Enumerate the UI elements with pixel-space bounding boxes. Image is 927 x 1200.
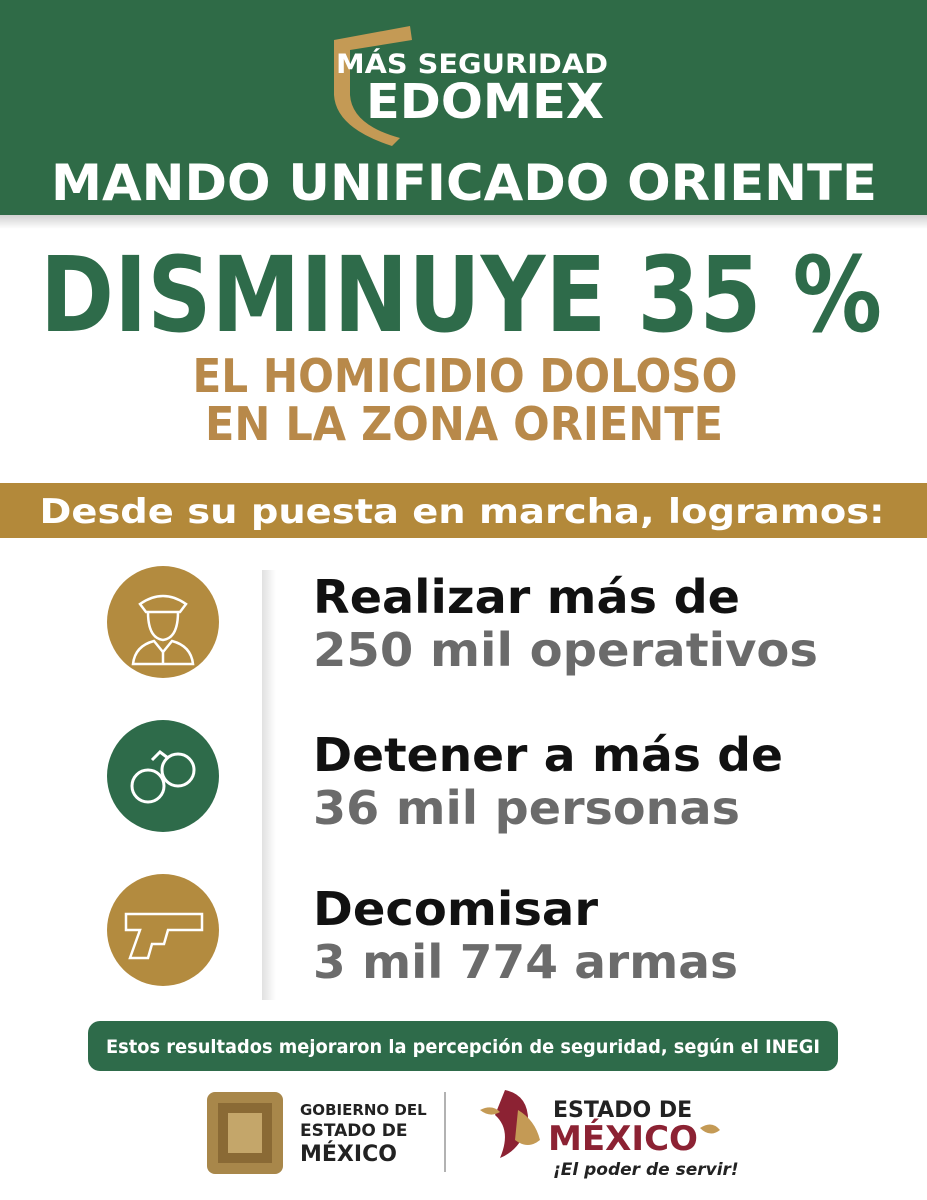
gov-text: GOBIERNO DEL [300,1101,427,1119]
headline: DISMINUYE 35 % [40,234,882,356]
shield [334,26,412,146]
gun-icon [124,912,204,960]
header-bg [0,0,927,215]
note-bg [88,1021,838,1071]
icon-circle [107,566,219,678]
coat-of-arms [207,1092,283,1174]
gov-text: MÉXICO [300,1141,397,1167]
brand-text: ESTADO DE [553,1098,692,1123]
achievement-result: 250 mil operativos [313,623,818,677]
banner-bg [0,483,927,538]
slogan: ¡El poder de servir! [553,1160,739,1180]
achievement-action: Realizar más de [313,570,740,624]
hummingbird-logo [480,1090,720,1158]
handcuffs-icon [130,750,196,804]
brand-text: MÉXICO [548,1118,698,1159]
achievement-action: Detener a más de [313,728,783,782]
achievement-action: Decomisar [313,882,598,936]
divider-shadow [262,570,276,1000]
note-text: Estos resultados mejoraron la percepción… [106,1036,820,1058]
subheadline: EL HOMICIDIO DOLOSO [193,349,738,403]
officer-icon [131,594,195,666]
achievement-result: 3 mil 774 armas [313,935,738,989]
logo-bottom: EDOMEX [366,74,604,130]
header-shadow [0,215,927,229]
logo-top: MÁS SEGURIDAD [336,48,608,80]
header-title: MANDO UNIFICADO ORIENTE [51,154,877,212]
gov-text: ESTADO DE [300,1121,408,1141]
banner-text: Desde su puesta en marcha, logramos: [40,492,885,532]
subheadline: EN LA ZONA ORIENTE [205,397,723,451]
achievement-result: 36 mil personas [313,781,740,835]
